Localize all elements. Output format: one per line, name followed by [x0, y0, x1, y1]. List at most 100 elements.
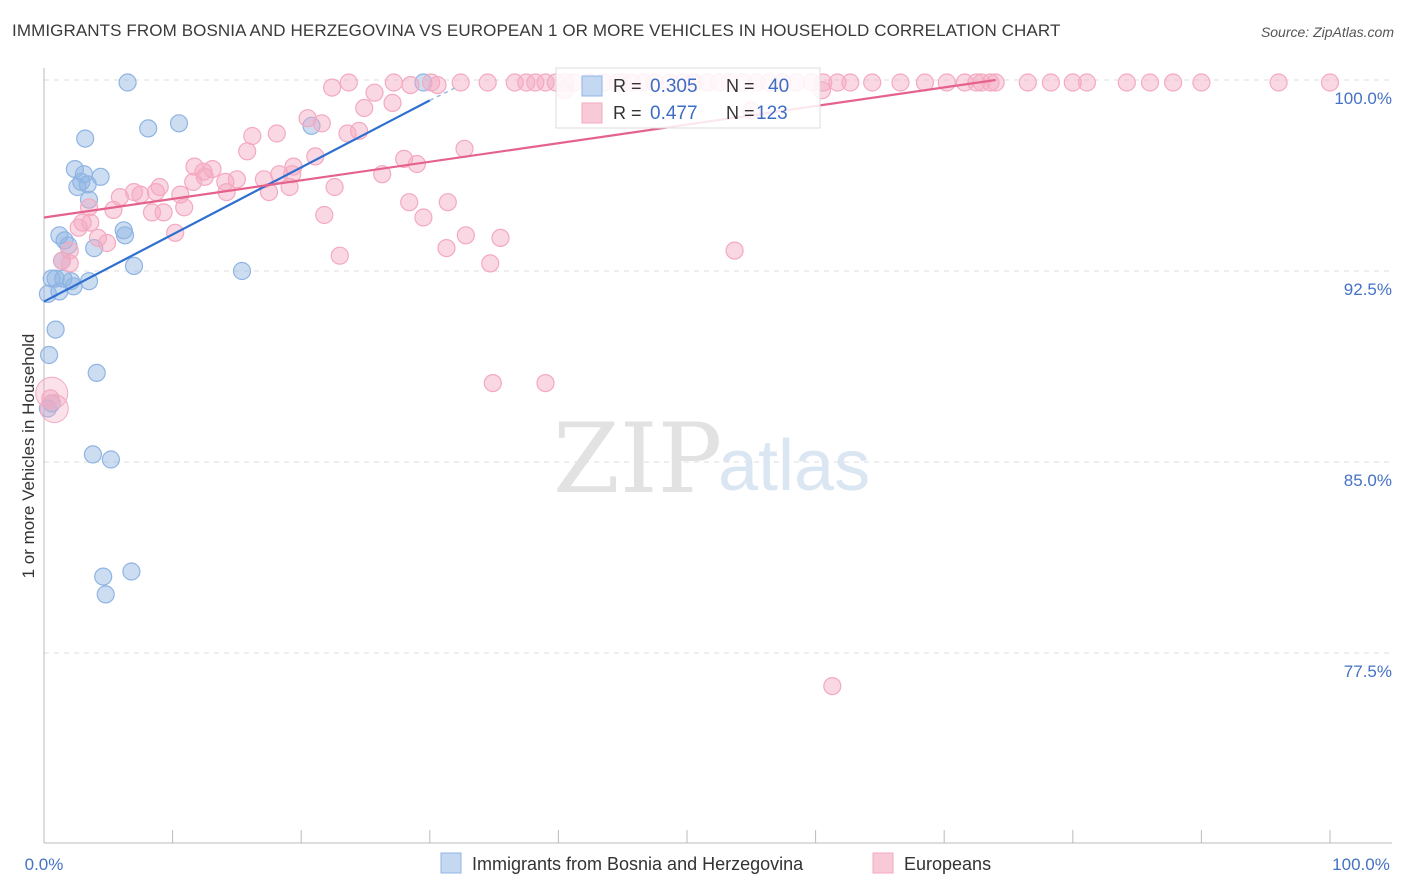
bosnia-point-10 — [78, 175, 97, 194]
series-bosnia-points — [38, 73, 433, 604]
bosnia-point-37 — [94, 567, 113, 586]
europeans-point-1 — [384, 73, 403, 92]
gridlines — [44, 79, 1392, 654]
europeans-point-98 — [175, 198, 194, 217]
bosnia-point-36 — [101, 450, 121, 469]
europeans-point-65 — [338, 124, 357, 143]
europeans-point-46 — [1140, 73, 1160, 92]
bosnia-point-32 — [87, 363, 106, 382]
bosnia-point-2 — [76, 129, 95, 148]
bosnia-point-20 — [232, 261, 252, 281]
europeans-point-4 — [478, 73, 497, 92]
legend-r-label-bosnia: R = — [613, 76, 642, 96]
y-tick-label-0: 100.0% — [1334, 89, 1392, 108]
europeans-point-108 — [81, 213, 100, 232]
europeans-point-117 — [330, 246, 349, 265]
europeans-point-33 — [863, 73, 882, 92]
europeans-point-114 — [60, 241, 79, 260]
europeans-point-49 — [1269, 73, 1288, 92]
europeans-point-95 — [146, 183, 165, 202]
series-legend-swatch-europeans — [872, 852, 894, 874]
legend-n-value-europeans: 123 — [756, 103, 788, 124]
europeans-point-120 — [483, 374, 502, 393]
europeans-point-123 — [823, 676, 842, 696]
series-legend-swatch-bosnia — [440, 852, 462, 874]
legend-swatch-europeans — [581, 102, 603, 124]
europeans-point-56 — [401, 75, 420, 95]
watermark-atlas: atlas — [718, 426, 870, 506]
chart-source: Source: ZipAtlas.com — [1260, 24, 1394, 40]
europeans-point-96 — [79, 198, 99, 217]
bosnia-point-30 — [46, 320, 65, 339]
europeans-point-42 — [1041, 73, 1061, 92]
europeans-point-118 — [481, 254, 500, 273]
europeans-point-77 — [203, 160, 222, 179]
x-ticks — [43, 830, 1331, 843]
europeans-point-93 — [325, 177, 344, 197]
europeans-point-54 — [323, 78, 342, 97]
europeans-point-71 — [455, 139, 474, 158]
europeans-point-8 — [536, 73, 555, 92]
europeans-point-48 — [1192, 73, 1211, 92]
europeans-point-7 — [526, 73, 545, 92]
europeans-point-116 — [60, 254, 79, 273]
europeans-point-89 — [131, 185, 150, 204]
legend-swatch-bosnia — [581, 75, 603, 97]
europeans-point-66 — [267, 124, 286, 143]
y-tick-label-2: 85.0% — [1344, 471, 1392, 490]
bosnia-point-38 — [122, 562, 141, 581]
legend-r-value-bosnia: 0.305 — [650, 76, 698, 97]
europeans-point-106 — [437, 239, 456, 258]
trendline-bosnia — [43, 99, 431, 303]
europeans-point-55 — [365, 83, 384, 102]
bosnia-point-12 — [79, 190, 99, 209]
europeans-point-50 — [1320, 73, 1340, 92]
europeans-point-43 — [1063, 73, 1082, 92]
europeans-large-point-0 — [35, 376, 69, 410]
chart-title: IMMIGRANTS FROM BOSNIA AND HERZEGOVINA V… — [12, 21, 1061, 40]
europeans-point-41 — [1018, 73, 1037, 92]
stats-legend: R = 0.305 N = 40 R = 0.477 N = 123 — [555, 67, 821, 129]
europeans-point-63 — [298, 109, 317, 128]
europeans-point-44 — [1077, 73, 1097, 92]
europeans-point-102 — [438, 193, 457, 212]
y-tick-label-3: 77.5% — [1344, 662, 1392, 681]
series-legend-label-europeans: Europeans — [904, 854, 991, 874]
bosnia-point-4 — [169, 114, 189, 133]
trendlines — [43, 78, 996, 303]
europeans-point-110 — [69, 218, 88, 237]
bosnia-point-39 — [96, 585, 115, 604]
y-axis-title: 1 or more Vehicles in Household — [19, 334, 38, 579]
europeans-point-40 — [986, 73, 1005, 92]
legend-n-label-bosnia: N = — [726, 76, 755, 96]
europeans-point-67 — [243, 126, 262, 146]
bosnia-point-35 — [83, 445, 103, 464]
europeans-point-101 — [400, 193, 419, 212]
y-tick-labels: 100.0% 92.5% 85.0% 77.5% — [1334, 89, 1392, 681]
europeans-point-64 — [312, 114, 331, 133]
europeans-point-78 — [195, 167, 214, 186]
legend-r-label-europeans: R = — [613, 103, 642, 123]
europeans-point-32 — [841, 73, 860, 92]
x-tick-label-left: 0.0% — [25, 855, 64, 874]
europeans-point-105 — [414, 208, 433, 227]
europeans-point-97 — [104, 200, 123, 219]
europeans-point-80 — [227, 170, 246, 189]
series-legend-label-bosnia: Immigrants from Bosnia and Herzegovina — [472, 854, 804, 874]
bosnia-point-31 — [39, 345, 59, 365]
europeans-large-point-1 — [39, 394, 69, 424]
europeans-point-86 — [184, 172, 203, 191]
europeans-point-107 — [315, 205, 334, 225]
europeans-point-47 — [1163, 73, 1183, 92]
y-tick-label-1: 92.5% — [1344, 280, 1392, 299]
bosnia-point-14 — [115, 226, 135, 245]
europeans-point-69 — [238, 142, 257, 161]
europeans-point-3 — [451, 73, 470, 92]
bosnia-point-19 — [124, 256, 144, 275]
bosnia-point-0 — [118, 73, 137, 92]
europeans-point-0 — [339, 73, 358, 92]
bosnia-point-3 — [139, 119, 158, 138]
europeans-point-121 — [536, 374, 555, 393]
europeans-point-100 — [154, 203, 173, 222]
